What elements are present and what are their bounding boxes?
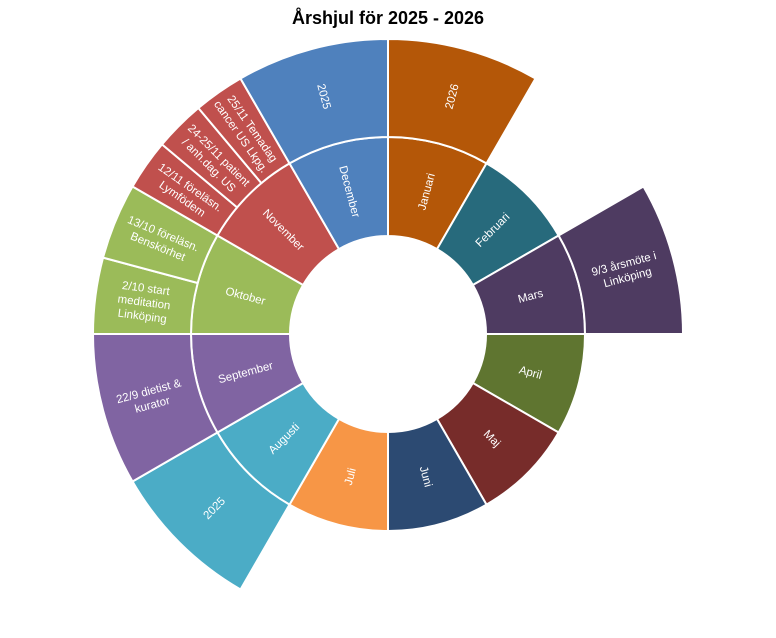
event-segment [387, 37, 537, 165]
month-label: Juni [417, 465, 434, 488]
event-segment [239, 37, 389, 165]
event-segment [557, 185, 685, 335]
month-label: April [518, 364, 543, 382]
chart-title: Årshjul för 2025 - 2026 [291, 8, 485, 28]
event-label: 2/10 startmeditationLinköping [115, 280, 173, 327]
month-label: Juli [343, 467, 359, 487]
